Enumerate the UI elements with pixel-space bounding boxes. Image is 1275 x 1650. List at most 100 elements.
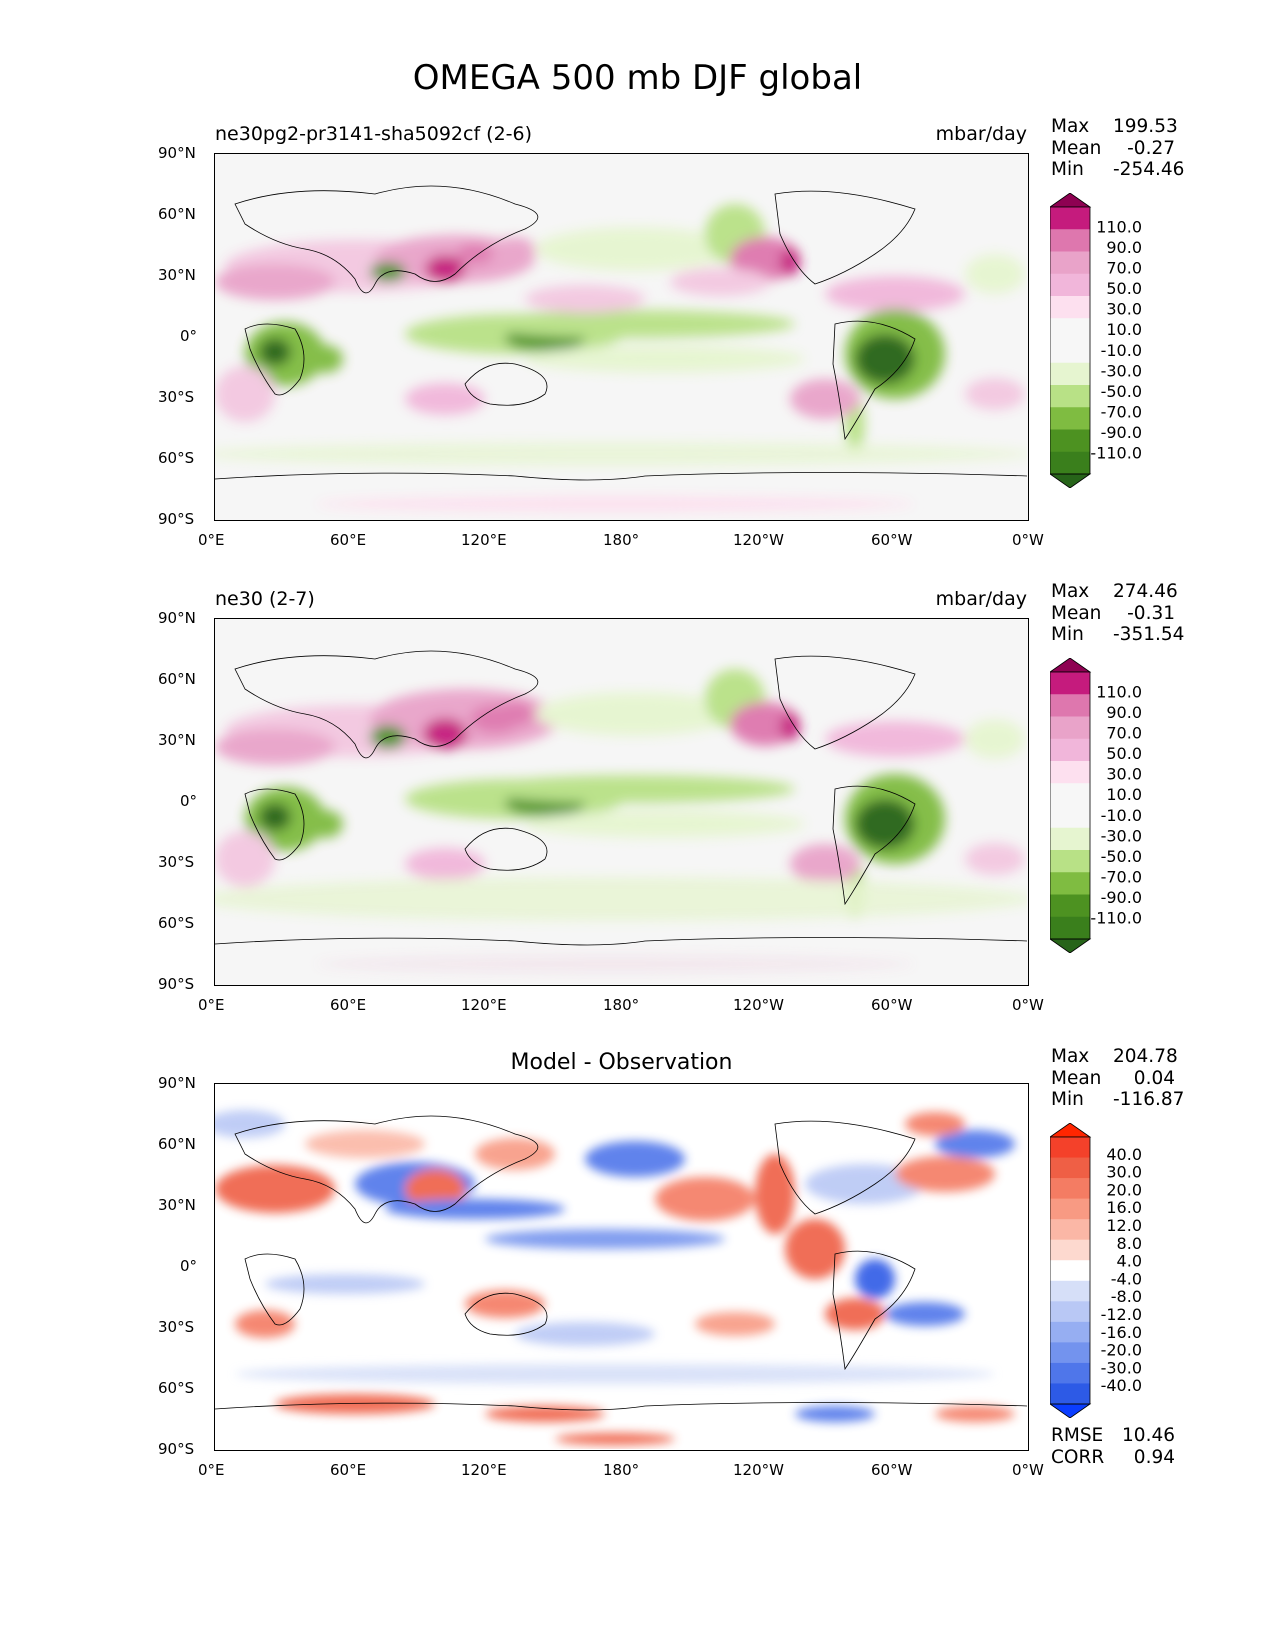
panel-2-stats: Max 274.46 Mean -0.31 Min -351.54	[1051, 581, 1184, 646]
colorbar-bin	[1050, 340, 1090, 364]
colorbar-label: -50.0	[1101, 847, 1142, 866]
colorbar-outline	[1049, 206, 1091, 475]
colorbar-label: -50.0	[1101, 382, 1142, 401]
colorbar-extend-max	[1048, 1122, 1092, 1138]
colorbar-label: -10.0	[1101, 341, 1142, 360]
x-tick-3-5: 60°W	[871, 1461, 913, 1479]
y-tick-2-2: 30°N	[158, 731, 196, 749]
colorbar-bin	[1050, 273, 1090, 297]
colorbar-bin	[1050, 1342, 1090, 1364]
map-panel-2	[214, 618, 1029, 986]
coastlines	[215, 1115, 1027, 1411]
colorbar-label: -8.0	[1111, 1287, 1142, 1306]
y-tick-3-6: 90°S	[158, 1440, 195, 1458]
x-tick-1-5: 60°W	[871, 531, 913, 549]
x-tick-2-2: 120°E	[461, 996, 507, 1014]
colorbar-bin	[1050, 1137, 1090, 1159]
stat-max-label: Max	[1051, 1046, 1090, 1067]
colorbar-label: 110.0	[1096, 218, 1142, 237]
map-field-3	[215, 1084, 1027, 1449]
colorbar-bin	[1050, 1239, 1090, 1261]
colorbar-label: -30.0	[1101, 1358, 1142, 1377]
colorbar-bin	[1050, 916, 1090, 940]
map-panel-3	[214, 1083, 1029, 1451]
colorbar-bin	[1050, 1178, 1090, 1200]
y-tick-2-5: 60°S	[158, 914, 195, 932]
rmse-value: 10.46	[1122, 1425, 1175, 1446]
colorbar-bin	[1050, 1321, 1090, 1343]
y-tick-2-4: 30°S	[158, 853, 195, 871]
colorbar-bin	[1050, 805, 1090, 829]
panel-1-subtitle: ne30pg2-pr3141-sha5092cf (2-6)	[215, 123, 533, 145]
colorbar-bin	[1050, 362, 1090, 386]
colorbar-bin	[1050, 451, 1090, 475]
y-tick-1-2: 30°N	[158, 266, 196, 284]
stat-mean-label: Mean	[1051, 602, 1102, 624]
colorbar-bin	[1050, 1198, 1090, 1220]
panel-1-stats: Max 199.53 Mean -0.27 Min -254.46	[1051, 116, 1185, 181]
stat-max-value: 274.46	[1113, 581, 1178, 602]
colorbar-bin	[1050, 229, 1090, 252]
colorbar-extend-max	[1048, 192, 1092, 208]
stat-min-label: Min	[1051, 159, 1084, 180]
colorbar-svg: 110.090.0 70.050.0 30.010.0 -10.0-30.0 -50.0…	[1048, 657, 1142, 954]
stat-min-value: -116.87	[1113, 1089, 1185, 1110]
colorbar-label: -20.0	[1101, 1341, 1142, 1360]
colorbar-bin	[1050, 318, 1090, 341]
colorbar-label: -70.0	[1101, 867, 1142, 886]
colorbar-label: -10.0	[1101, 806, 1142, 825]
stat-max-value: 204.78	[1113, 1046, 1178, 1067]
rmse-label: RMSE	[1051, 1425, 1104, 1446]
corr-label: CORR	[1051, 1446, 1105, 1468]
colorbar-label: 20.0	[1106, 1180, 1142, 1199]
y-tick-2-0: 90°N	[158, 609, 196, 627]
colorbar-bin	[1050, 672, 1090, 695]
map-field-1	[215, 154, 1027, 519]
x-tick-2-4: 120°W	[733, 996, 784, 1014]
colorbar-svg: 40.030.020.016.012.08.04.0-4.0-8.0-12.0-…	[1048, 1122, 1142, 1419]
colorbar-label: -90.0	[1101, 423, 1142, 442]
colorbar-label: 8.0	[1117, 1234, 1142, 1253]
colorbar-2: 110.0 90.0 70.0 50.0 30.0 10.0 -10.0 -30.0 -50.0…	[1048, 657, 1175, 954]
x-tick-1-2: 120°E	[461, 531, 507, 549]
colorbar-bin	[1050, 783, 1090, 806]
colorbar-bin	[1050, 1383, 1090, 1405]
map-panel-1	[214, 153, 1029, 521]
colorbar-label: 50.0	[1106, 744, 1142, 763]
colorbar-label: -30.0	[1101, 361, 1142, 380]
x-tick-1-0: 0°E	[198, 531, 225, 549]
colorbar-label: -16.0	[1101, 1323, 1142, 1342]
colorbar-label: -40.0	[1101, 1376, 1142, 1395]
panel-3-metrics: RMSE 10.46 CORR 0.94	[1051, 1425, 1175, 1468]
panel-2-subtitle: ne30 (2-7)	[215, 588, 315, 610]
map-field-2	[215, 619, 1027, 984]
colorbar-bin	[1050, 429, 1090, 453]
stat-mean-value: -0.31	[1127, 602, 1175, 624]
panel-3-stats: Max 204.78 Mean 0.04 Min -116.87	[1051, 1046, 1185, 1111]
stat-min-value: -254.46	[1113, 159, 1185, 180]
x-tick-2-0: 0°E	[198, 996, 225, 1014]
colorbar-label: 12.0	[1106, 1216, 1142, 1235]
y-tick-3-4: 30°S	[158, 1318, 195, 1336]
colorbar-outline	[1049, 1136, 1091, 1405]
colorbar-bin	[1050, 1157, 1090, 1179]
y-tick-1-0: 90°N	[158, 144, 196, 162]
y-tick-3-1: 60°N	[158, 1135, 196, 1153]
colorbar-bin	[1050, 407, 1090, 430]
panel-2-units: mbar/day	[935, 588, 1027, 610]
x-tick-1-4: 120°W	[733, 531, 784, 549]
colorbar-bin	[1050, 1260, 1090, 1282]
colorbar-bin	[1050, 694, 1090, 717]
colorbar-bin	[1050, 761, 1090, 784]
x-tick-2-6: 0°W	[1012, 996, 1044, 1014]
colorbar-bin	[1050, 827, 1090, 851]
colorbar-bin	[1050, 872, 1090, 895]
colorbar-label: 90.0	[1106, 703, 1142, 722]
colorbar-extend-max	[1048, 657, 1092, 673]
colorbar-bin	[1050, 296, 1090, 319]
x-tick-3-0: 0°E	[198, 1461, 225, 1479]
colorbar-label: 40.0	[1106, 1145, 1142, 1164]
colorbar-label: 30.0	[1106, 300, 1142, 319]
x-tick-2-5: 60°W	[871, 996, 913, 1014]
colorbar-label: 90.0	[1106, 238, 1142, 257]
